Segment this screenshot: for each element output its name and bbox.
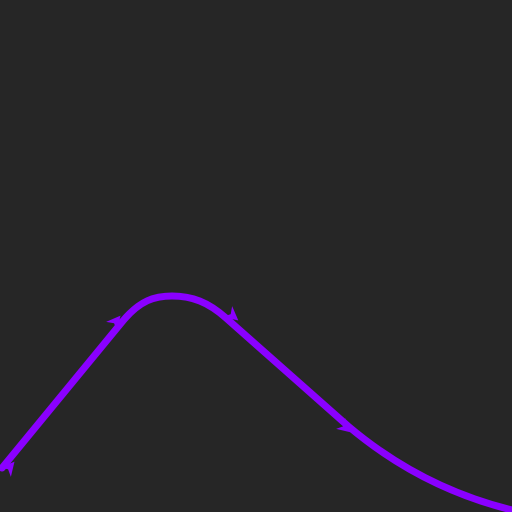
arrow-marker-3 <box>223 306 239 321</box>
arrow-marker-icon <box>0 461 15 477</box>
curve-path <box>0 292 512 512</box>
arrow-marker-1 <box>0 461 15 477</box>
arrow-marker-2 <box>106 315 121 331</box>
arrow-marker-4 <box>336 418 352 433</box>
arrow-marker-icon <box>106 315 121 331</box>
arrow-marker-icon <box>223 306 239 321</box>
arrow-marker-icon <box>336 418 352 433</box>
